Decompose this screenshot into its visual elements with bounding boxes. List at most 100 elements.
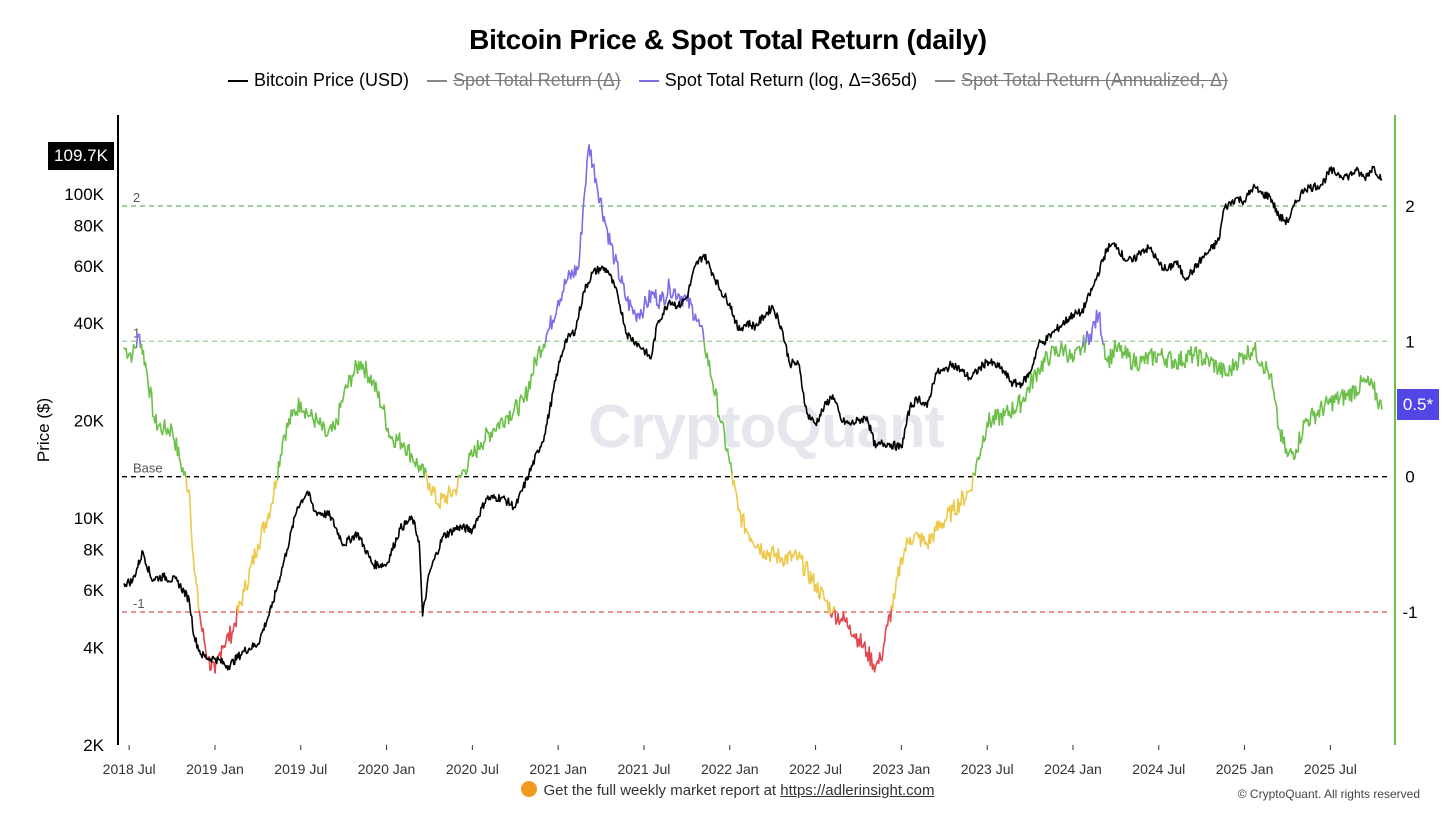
return-segment bbox=[822, 590, 825, 600]
return-segment bbox=[1309, 411, 1312, 426]
return-segment bbox=[1129, 351, 1132, 370]
return-segment bbox=[1025, 386, 1029, 394]
return-segment bbox=[149, 386, 153, 395]
x-tick-label: 2022 Jan bbox=[701, 761, 759, 777]
return-segment bbox=[697, 318, 701, 328]
return-segment bbox=[1375, 392, 1379, 405]
return-segment bbox=[1200, 352, 1203, 367]
return-segment bbox=[912, 534, 916, 543]
return-segment bbox=[560, 291, 564, 302]
return-segment bbox=[901, 554, 905, 566]
return-segment bbox=[958, 501, 961, 514]
footer-text: Get the full weekly market report at bbox=[543, 782, 777, 799]
current-return-badge: 0.5* bbox=[1397, 389, 1439, 420]
legend-item-bitcoin-price[interactable]: Bitcoin Price (USD) bbox=[228, 70, 409, 91]
return-segment bbox=[649, 290, 653, 304]
return-segment bbox=[150, 392, 154, 417]
x-tick-label: 2019 Jan bbox=[186, 761, 244, 777]
return-segment bbox=[1131, 360, 1134, 371]
return-segment bbox=[644, 295, 647, 303]
return-segment bbox=[375, 381, 378, 392]
return-segment bbox=[161, 428, 165, 436]
return-segment bbox=[550, 319, 554, 330]
return-segment bbox=[834, 609, 837, 625]
return-segment bbox=[392, 440, 396, 448]
chart-legend: Bitcoin Price (USD) Spot Total Return (Δ… bbox=[0, 70, 1456, 91]
return-segment bbox=[411, 455, 415, 464]
y-tick-label-left: 6K bbox=[83, 581, 104, 600]
return-segment bbox=[189, 506, 193, 532]
return-segment bbox=[929, 532, 933, 544]
return-segment bbox=[783, 554, 787, 566]
return-segment bbox=[425, 471, 429, 483]
legend-swatch-line-icon bbox=[427, 79, 448, 82]
return-segment bbox=[1270, 372, 1274, 388]
return-segment bbox=[886, 615, 890, 627]
return-segment bbox=[199, 617, 203, 627]
x-tick-label: 2020 Jan bbox=[358, 761, 416, 777]
return-segment bbox=[473, 445, 477, 454]
return-segment bbox=[674, 288, 677, 301]
footer-link[interactable]: https://adlerinsight.com bbox=[780, 782, 935, 799]
return-segment bbox=[278, 454, 282, 468]
legend-item-spot-total-return-annualized[interactable]: Spot Total Return (Annualized, Δ) bbox=[935, 70, 1228, 91]
return-segment bbox=[230, 631, 233, 644]
return-segment bbox=[603, 216, 606, 224]
x-tick-label: 2024 Jul bbox=[1132, 761, 1185, 777]
return-segment bbox=[202, 627, 205, 642]
return-segment bbox=[1322, 406, 1326, 417]
return-segment bbox=[194, 574, 198, 585]
y-tick-label-right: -1 bbox=[1402, 603, 1417, 622]
return-segment bbox=[1254, 341, 1258, 359]
return-segment bbox=[894, 577, 898, 591]
return-segment bbox=[280, 441, 284, 456]
legend-item-spot-total-return-log[interactable]: Spot Total Return (log, Δ=365d) bbox=[638, 70, 917, 91]
return-segment bbox=[995, 408, 999, 421]
return-segment bbox=[932, 526, 936, 543]
return-segment bbox=[1135, 356, 1139, 370]
return-segment bbox=[350, 374, 354, 387]
return-segment bbox=[1359, 375, 1363, 383]
return-segment bbox=[595, 178, 598, 187]
return-segment bbox=[974, 464, 977, 477]
return-segment bbox=[622, 282, 626, 297]
reference-line-label: Base bbox=[133, 461, 163, 476]
return-segment bbox=[197, 604, 201, 613]
return-segment bbox=[1272, 389, 1276, 400]
return-segment bbox=[803, 565, 807, 576]
legend-label: Bitcoin Price (USD) bbox=[254, 70, 410, 90]
return-segment bbox=[232, 623, 235, 633]
return-segment bbox=[1379, 399, 1383, 410]
return-segment bbox=[1166, 356, 1169, 369]
legend-swatch-line-icon bbox=[228, 79, 248, 82]
return-segment bbox=[177, 446, 181, 461]
return-segment bbox=[718, 415, 721, 422]
return-segment bbox=[225, 634, 228, 644]
return-segment bbox=[517, 398, 521, 417]
legend-label: Spot Total Return (Annualized, Δ) bbox=[961, 70, 1228, 90]
return-segment bbox=[185, 476, 188, 492]
return-segment bbox=[314, 412, 318, 420]
coin-icon bbox=[521, 781, 538, 797]
return-segment bbox=[953, 499, 956, 516]
return-segment bbox=[224, 641, 227, 648]
return-segment bbox=[971, 472, 974, 492]
return-segment bbox=[446, 491, 449, 505]
return-segment bbox=[689, 297, 692, 306]
return-segment bbox=[819, 586, 822, 600]
y-tick-label-left: 60K bbox=[74, 257, 105, 276]
x-tick-label: 2023 Jan bbox=[873, 761, 931, 777]
return-segment bbox=[383, 404, 386, 417]
return-segment bbox=[1055, 346, 1058, 354]
return-segment bbox=[590, 149, 593, 168]
return-segment bbox=[1019, 401, 1023, 414]
return-segment bbox=[1090, 327, 1094, 343]
legend-item-spot-total-return[interactable]: Spot Total Return (Δ) bbox=[427, 70, 621, 91]
return-segment bbox=[730, 462, 733, 475]
return-segment bbox=[284, 422, 288, 442]
price-series-line bbox=[123, 165, 1383, 671]
return-segment bbox=[828, 601, 832, 616]
return-segment bbox=[1045, 351, 1049, 361]
return-segment bbox=[763, 550, 766, 559]
